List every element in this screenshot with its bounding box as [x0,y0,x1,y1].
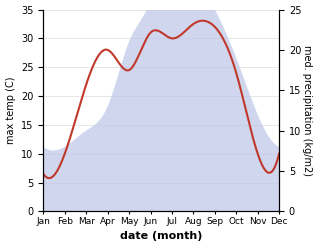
Y-axis label: med. precipitation (kg/m2): med. precipitation (kg/m2) [302,45,313,176]
X-axis label: date (month): date (month) [120,231,203,242]
Y-axis label: max temp (C): max temp (C) [5,77,16,144]
